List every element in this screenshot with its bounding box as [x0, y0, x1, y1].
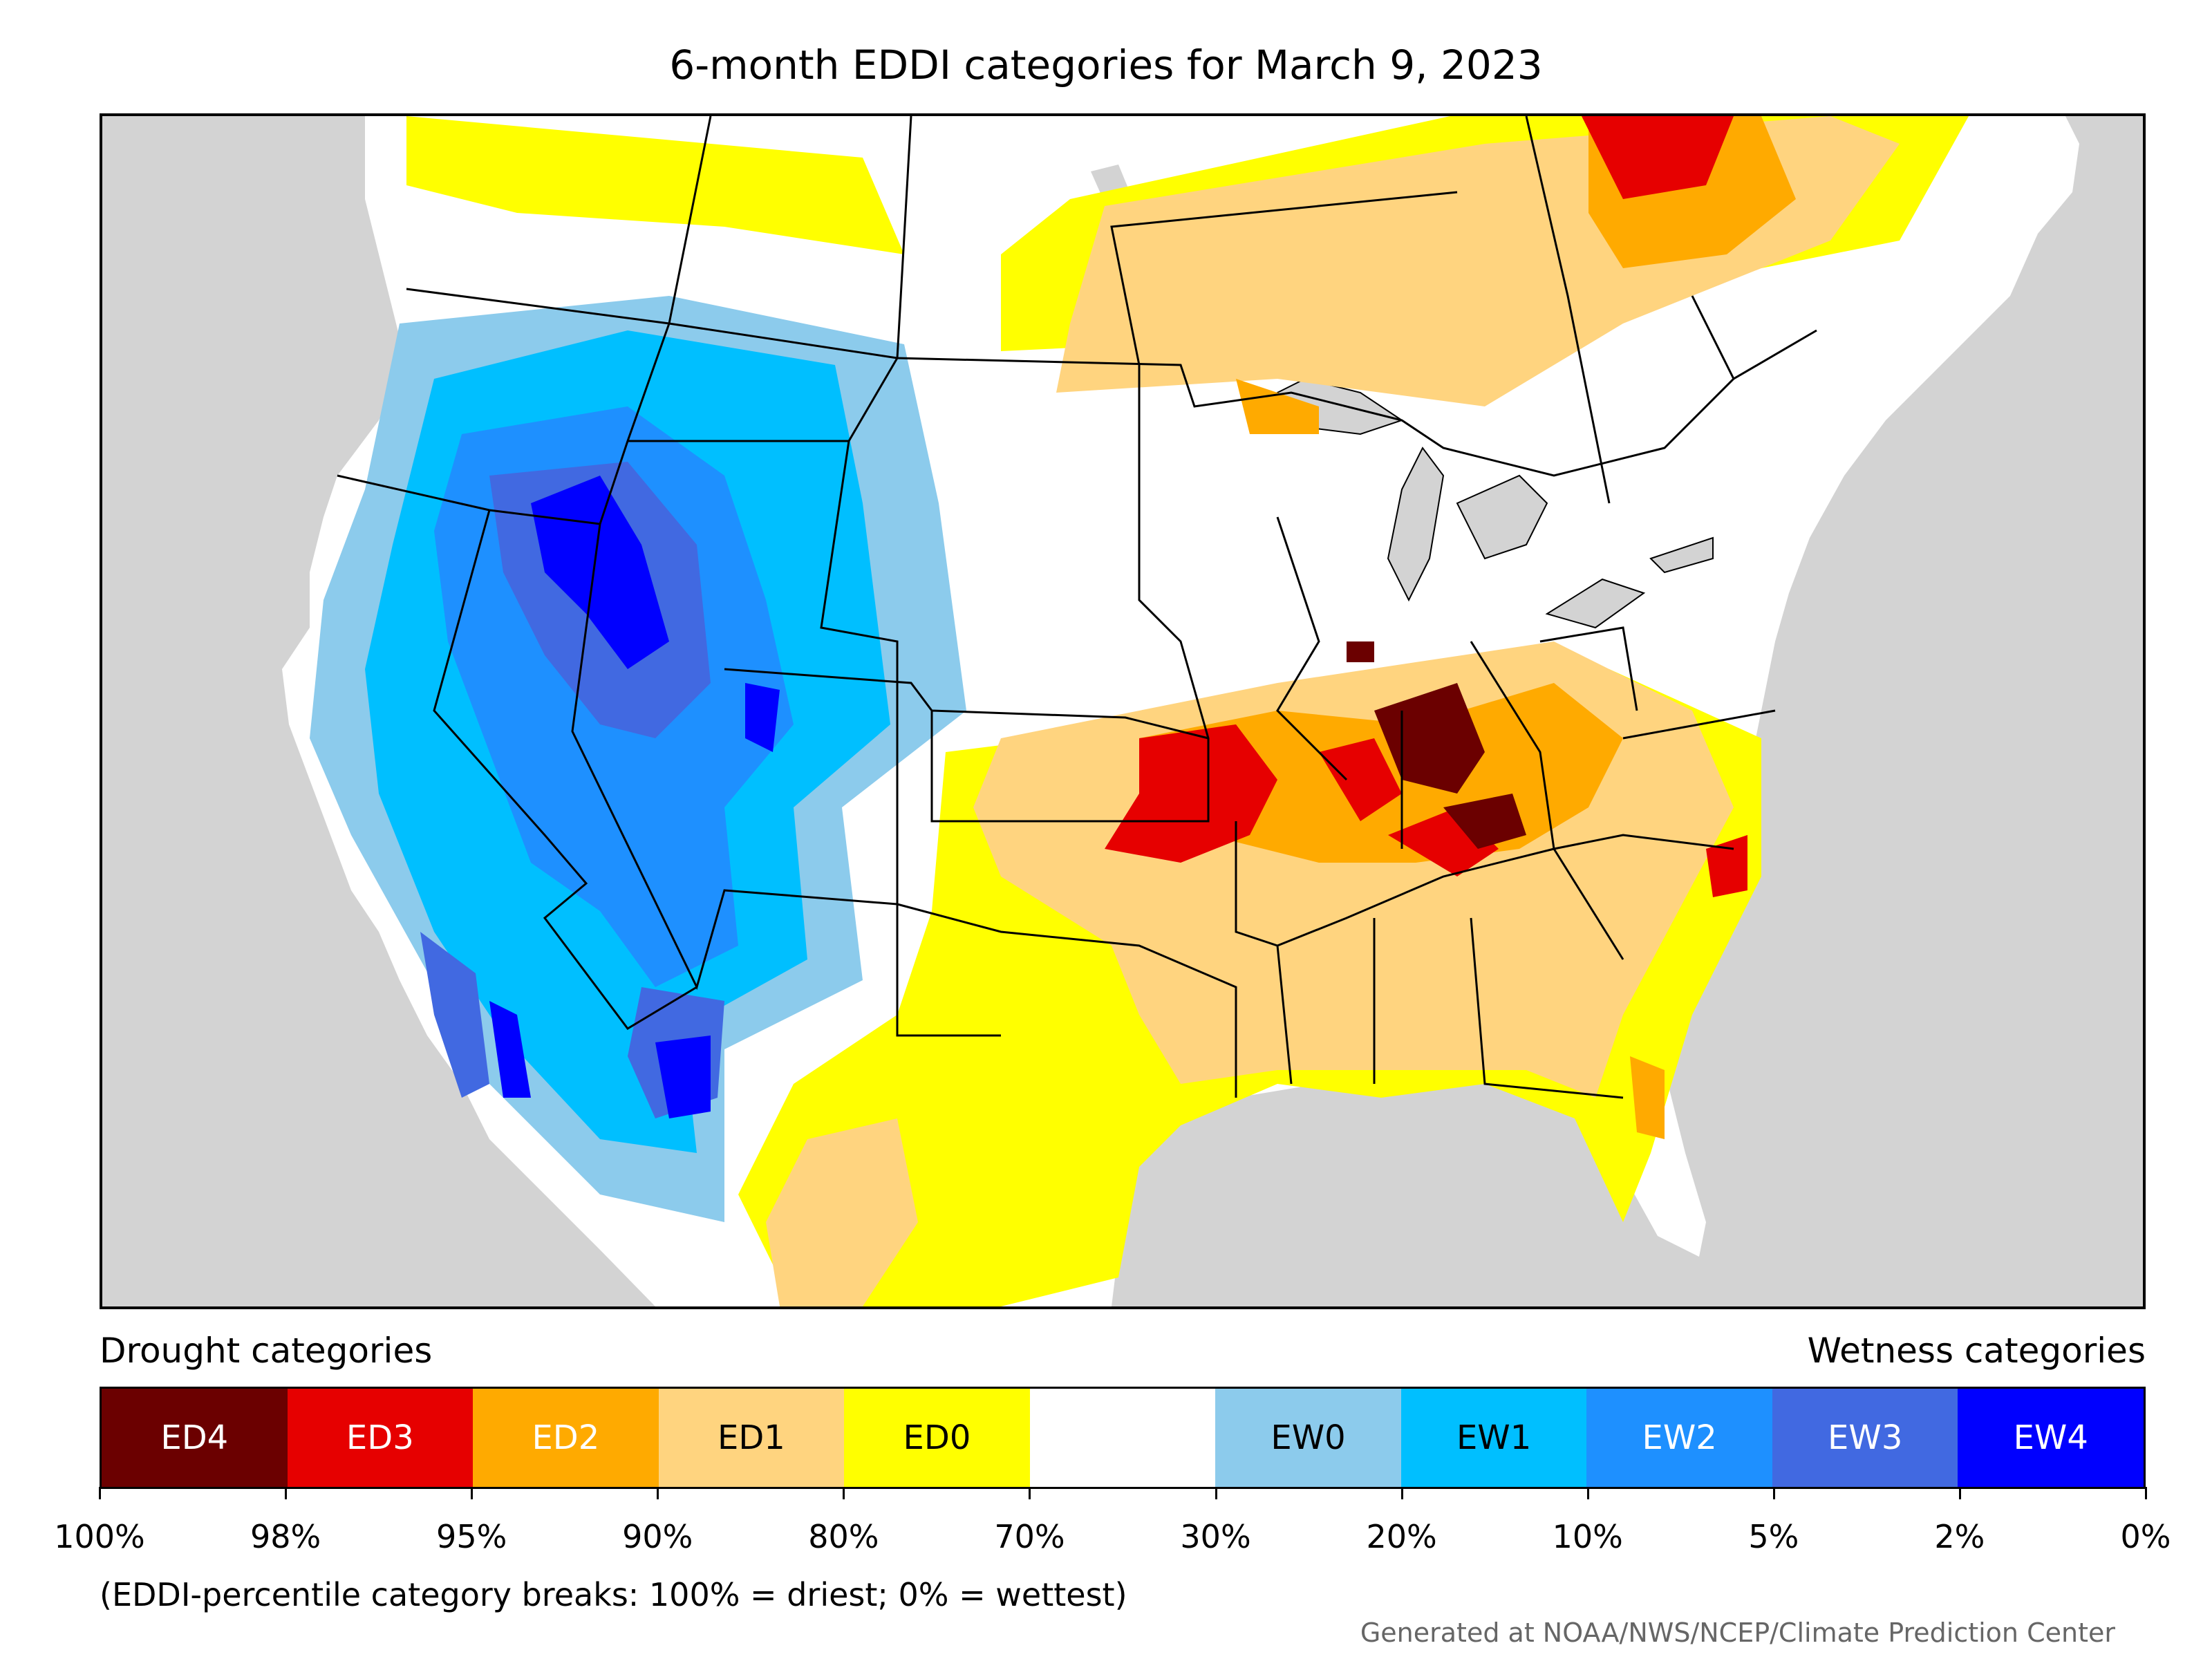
colorbar-tick-label: 5%	[1748, 1518, 1799, 1555]
drought-categories-heading: Drought categories	[100, 1331, 433, 1371]
ed3-east	[1105, 116, 1747, 897]
colorbar-cell: EW4	[1958, 1389, 2144, 1487]
colorbar-cell: ED3	[287, 1389, 474, 1487]
ew4-west	[489, 476, 780, 1118]
colorbar-tick	[1772, 1487, 1775, 1499]
colorbar-tick-label: 10%	[1552, 1518, 1623, 1555]
wetness-regions	[310, 296, 1029, 1250]
colorbar-tick	[1400, 1487, 1403, 1499]
colorbar-cell	[1029, 1389, 1216, 1487]
colorbar-cell: EW3	[1772, 1389, 1958, 1487]
credit-line: Generated at NOAA/NWS/NCEP/Climate Predi…	[1360, 1618, 2115, 1648]
colorbar-tick-label: 95%	[436, 1518, 507, 1555]
colorbar-cell: EW0	[1215, 1389, 1401, 1487]
category-colorbar: ED4 ED3 ED2 ED1 ED0 EW0 EW1 EW2 EW3 EW4	[100, 1387, 2146, 1489]
province-lines	[668, 116, 1735, 504]
colorbar-tick	[471, 1487, 474, 1499]
colorbar-tick	[1958, 1487, 1961, 1499]
colorbar-tick-label: 100%	[54, 1518, 145, 1555]
drought-regions	[406, 116, 1969, 1306]
colorbar-tick	[1029, 1487, 1031, 1499]
colorbar-cell: ED0	[844, 1389, 1030, 1487]
colorbar-tick-label: 0%	[2120, 1518, 2171, 1555]
colorbar-tick-label: 2%	[1934, 1518, 1985, 1555]
colorbar-tick-label: 30%	[1180, 1518, 1251, 1555]
us-canada-border	[406, 288, 1817, 477]
colorbar-tick-label: 20%	[1366, 1518, 1437, 1555]
political-boundaries	[337, 116, 1817, 1099]
category-breaks-note: (EDDI-percentile category breaks: 100% =…	[100, 1576, 1127, 1613]
colorbar-cell: ED1	[658, 1389, 845, 1487]
colorbar-tick	[1586, 1487, 1589, 1499]
wetness-categories-heading: Wetness categories	[1807, 1331, 2146, 1371]
colorbar-cell: EW1	[1400, 1389, 1587, 1487]
colorbar-tick-label: 80%	[808, 1518, 879, 1555]
colorbar-cell: ED4	[102, 1389, 288, 1487]
ed2-east	[1139, 116, 1796, 1139]
colorbar-tick	[1215, 1487, 1217, 1499]
colorbar-cell: EW2	[1586, 1389, 1772, 1487]
colorbar-tick	[285, 1487, 288, 1499]
eddi-map	[102, 116, 2143, 1306]
map-title: 6-month EDDI categories for March 9, 202…	[669, 41, 1543, 88]
colorbar-ticks	[99, 1487, 2147, 1501]
state-lines	[337, 323, 1776, 1099]
colorbar-tick-label: 98%	[250, 1518, 321, 1555]
colorbar-tick	[99, 1487, 101, 1499]
map-panel	[100, 113, 2146, 1309]
ed1-east	[766, 116, 1900, 1306]
colorbar-tick	[2145, 1487, 2147, 1499]
colorbar-tick-label: 90%	[622, 1518, 693, 1555]
colorbar-cell: ED2	[473, 1389, 659, 1487]
colorbar-tick	[843, 1487, 845, 1499]
ed4-east	[1347, 641, 1526, 849]
colorbar-tick	[657, 1487, 659, 1499]
colorbar-tick-label: 70%	[994, 1518, 1065, 1555]
